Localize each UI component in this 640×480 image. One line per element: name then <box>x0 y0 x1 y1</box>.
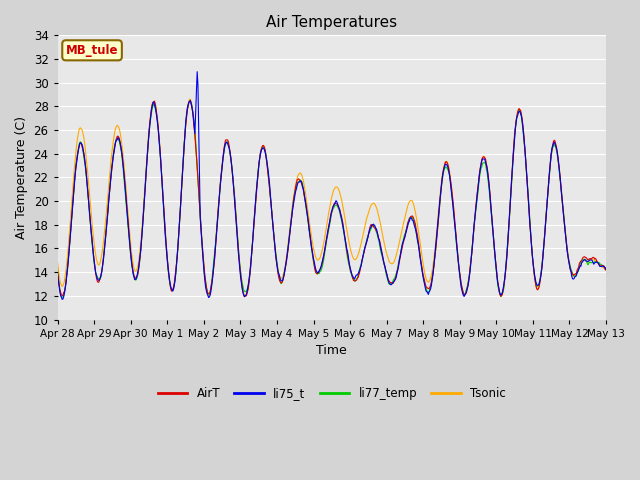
li77_temp <box>121 184 129 190</box>
li75_t <box>121 179 129 185</box>
Tsonic <box>186 96 194 102</box>
Line: Tsonic: Tsonic <box>58 99 606 296</box>
AirT <box>400 238 408 243</box>
li75_t <box>602 267 610 273</box>
li75_t <box>177 206 184 212</box>
Legend: AirT, li75_t, li77_temp, Tsonic: AirT, li75_t, li77_temp, Tsonic <box>153 382 511 405</box>
li77_temp <box>65 257 72 263</box>
li77_temp <box>400 234 408 240</box>
Title: Air Temperatures: Air Temperatures <box>266 15 397 30</box>
Tsonic <box>205 293 212 299</box>
li77_temp <box>602 266 610 272</box>
Tsonic <box>63 253 71 259</box>
li75_t <box>65 258 72 264</box>
Tsonic <box>602 267 610 273</box>
Tsonic <box>416 238 424 244</box>
li75_t <box>58 297 66 302</box>
Tsonic <box>400 218 408 224</box>
Line: li77_temp: li77_temp <box>58 102 606 297</box>
li75_t <box>193 69 201 74</box>
AirT <box>176 218 184 224</box>
li77_temp <box>58 294 65 300</box>
li77_temp <box>54 268 61 274</box>
li75_t <box>416 254 424 260</box>
AirT <box>120 170 128 176</box>
li77_temp <box>416 251 424 257</box>
AirT <box>205 290 213 296</box>
li77_temp <box>206 290 214 296</box>
AirT <box>54 269 61 275</box>
Line: li75_t: li75_t <box>58 72 606 300</box>
Y-axis label: Air Temperature (C): Air Temperature (C) <box>15 116 28 239</box>
Tsonic <box>54 260 61 265</box>
AirT <box>416 252 424 257</box>
Tsonic <box>206 289 214 295</box>
li75_t <box>54 272 61 277</box>
li77_temp <box>177 205 184 211</box>
AirT <box>602 267 610 273</box>
AirT <box>241 294 248 300</box>
li77_temp <box>186 99 194 105</box>
AirT <box>63 266 71 272</box>
Text: MB_tule: MB_tule <box>66 44 118 57</box>
Line: AirT: AirT <box>58 101 606 297</box>
li75_t <box>400 237 408 242</box>
Tsonic <box>120 161 128 167</box>
li75_t <box>206 292 214 298</box>
AirT <box>186 98 194 104</box>
Tsonic <box>176 218 184 224</box>
X-axis label: Time: Time <box>316 344 347 357</box>
